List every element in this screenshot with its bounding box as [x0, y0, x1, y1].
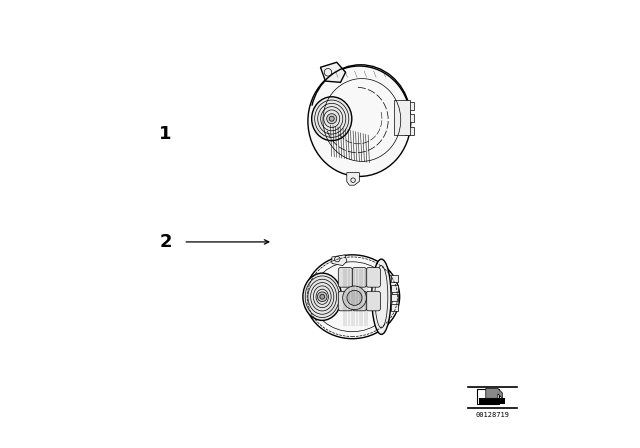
- FancyBboxPatch shape: [390, 294, 398, 302]
- FancyBboxPatch shape: [352, 267, 367, 287]
- Circle shape: [320, 294, 324, 299]
- FancyBboxPatch shape: [477, 389, 499, 404]
- Text: 00128719: 00128719: [476, 412, 509, 418]
- FancyBboxPatch shape: [352, 291, 367, 311]
- Text: 1: 1: [159, 125, 172, 143]
- Ellipse shape: [347, 290, 362, 306]
- Polygon shape: [332, 255, 347, 266]
- Ellipse shape: [312, 97, 352, 141]
- Text: 2: 2: [159, 233, 172, 251]
- Circle shape: [326, 114, 337, 124]
- Polygon shape: [486, 388, 502, 398]
- FancyBboxPatch shape: [339, 267, 353, 287]
- FancyBboxPatch shape: [390, 304, 398, 311]
- FancyBboxPatch shape: [366, 267, 380, 287]
- Ellipse shape: [305, 255, 399, 339]
- FancyBboxPatch shape: [339, 291, 353, 311]
- FancyBboxPatch shape: [479, 398, 505, 404]
- FancyBboxPatch shape: [390, 284, 398, 292]
- Ellipse shape: [308, 66, 411, 177]
- FancyBboxPatch shape: [405, 114, 414, 122]
- Circle shape: [317, 292, 327, 302]
- FancyBboxPatch shape: [405, 127, 414, 135]
- FancyBboxPatch shape: [405, 102, 414, 110]
- Polygon shape: [347, 172, 359, 185]
- Ellipse shape: [372, 259, 391, 334]
- Polygon shape: [321, 62, 346, 82]
- FancyBboxPatch shape: [390, 275, 398, 282]
- Ellipse shape: [342, 286, 366, 310]
- FancyBboxPatch shape: [394, 100, 410, 135]
- Circle shape: [329, 116, 334, 121]
- FancyBboxPatch shape: [366, 291, 380, 311]
- Ellipse shape: [303, 273, 342, 320]
